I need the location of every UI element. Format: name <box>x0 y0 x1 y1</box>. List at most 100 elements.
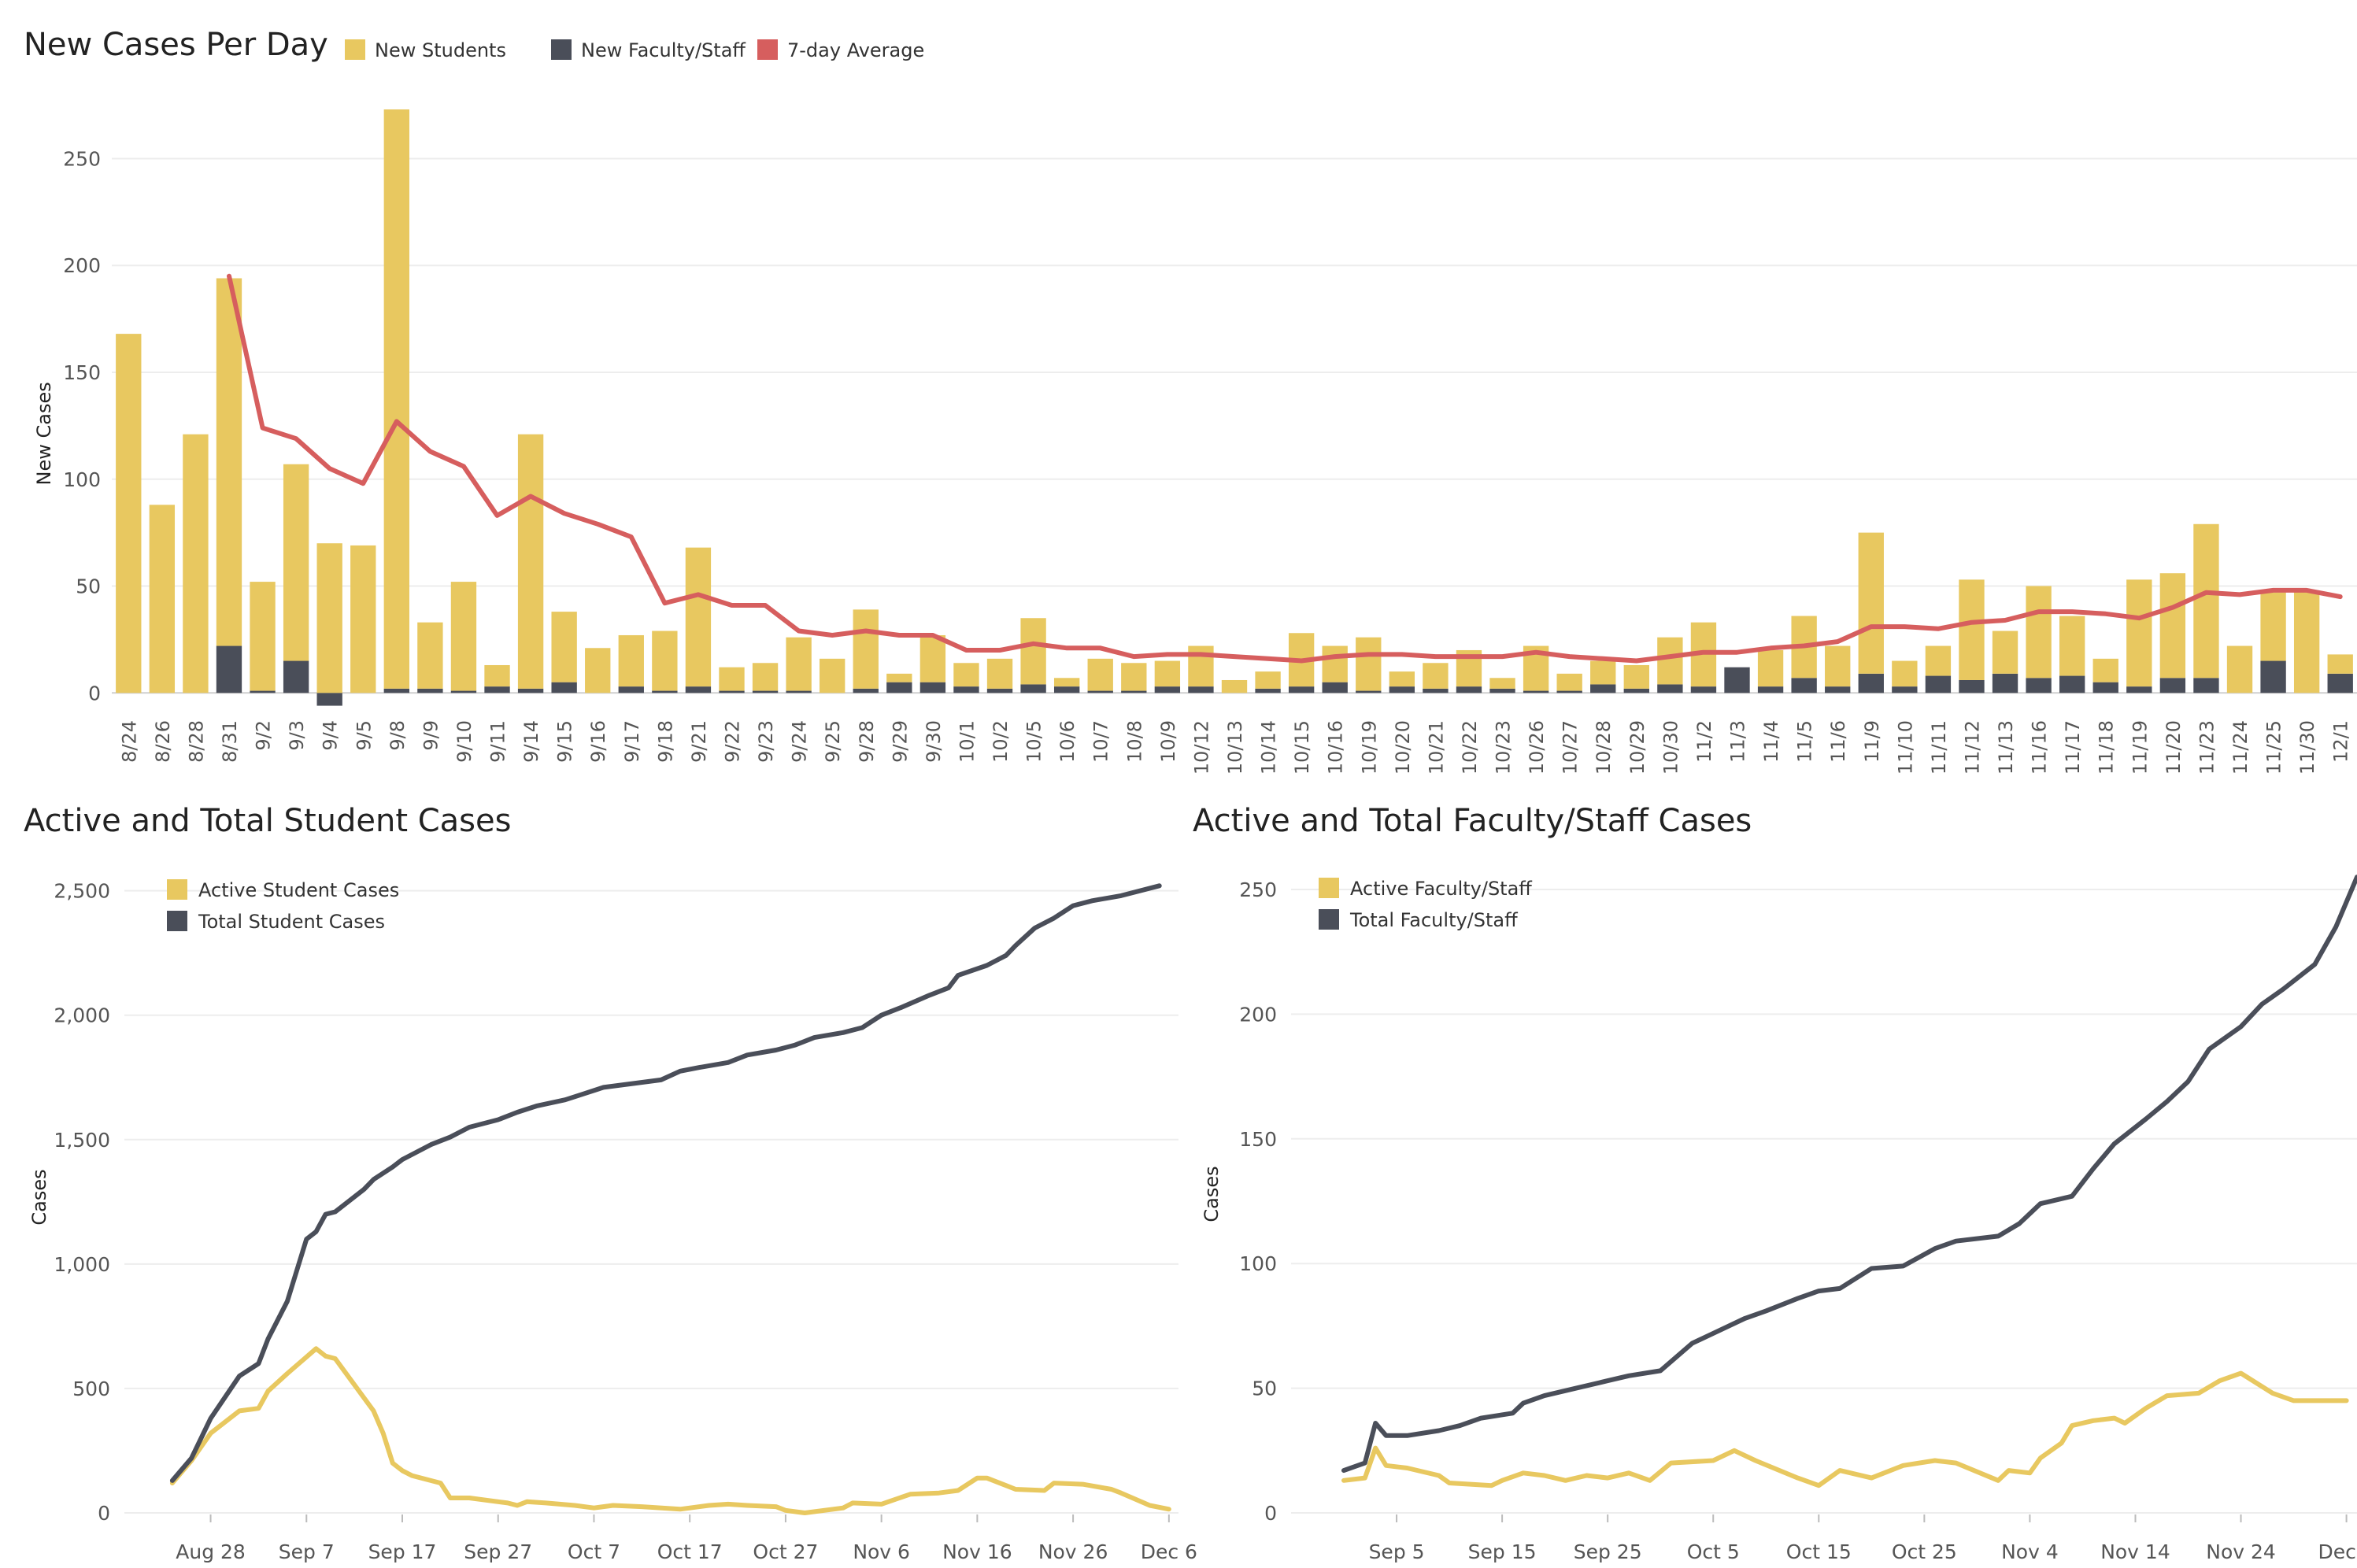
bar-faculty-11-25 <box>2260 660 2286 693</box>
legend-swatch-new-faculty-staff <box>551 39 572 60</box>
x-tick-label: Nov 6 <box>853 1540 910 1563</box>
bar-students-9-25 <box>820 658 845 693</box>
x-tick-label: 11/30 <box>2296 720 2318 775</box>
bar-students-11-9 <box>1858 532 1884 674</box>
bar-faculty-11-20 <box>2159 678 2186 693</box>
x-tick-label: 11/11 <box>1928 720 1950 775</box>
bar-students-9-24 <box>786 637 812 691</box>
bar-students-10-19 <box>1356 637 1382 691</box>
bar-faculty-9-18 <box>652 690 678 693</box>
bar-faculty-10-6 <box>1053 686 1080 693</box>
line-total-faculty-staff <box>1341 875 2357 1474</box>
bar-faculty-9-11 <box>484 686 510 693</box>
x-tick-label: 10/15 <box>1291 720 1313 775</box>
bar-students-10-6 <box>1053 678 1080 687</box>
x-tick-label: Dec 4 <box>2318 1540 2357 1563</box>
y-tick-label: 0 <box>88 682 101 704</box>
x-tick-label: 9/8 <box>387 720 409 751</box>
bar-students-9-14 <box>517 434 544 689</box>
bar-students-9-8 <box>383 109 409 689</box>
faculty-cases-line-chart: 0 50 100 150 200 250 Cases Sep 5 Sep 15 Sep 25 Oct… <box>1201 875 2357 1563</box>
legend-swatch-active-student-cases <box>167 879 187 900</box>
x-tick-label: 10/20 <box>1392 720 1414 775</box>
x-tick-label: 10/22 <box>1459 720 1481 775</box>
x-tick-label: 11/23 <box>2196 720 2218 775</box>
bar-faculty-12-1 <box>2327 673 2353 693</box>
x-tick-label: 9/14 <box>520 720 542 763</box>
x-tick-label: Sep 27 <box>464 1540 532 1563</box>
line-total-student-cases <box>169 883 1162 1483</box>
bar-faculty-10-5 <box>1020 684 1046 693</box>
bar-students-11-24 <box>2226 645 2253 693</box>
y-tick-label: 100 <box>63 468 101 491</box>
y-tick-label: 100 <box>1239 1252 1277 1275</box>
x-tick-label: 9/9 <box>420 720 442 751</box>
bar-faculty-10-28 <box>1590 684 1616 693</box>
bar-students-11-30 <box>2293 590 2320 693</box>
bar-faculty-9-22 <box>719 690 745 693</box>
new-cases-chart-title: New Cases Per Day <box>24 27 328 63</box>
x-tick-label: Sep 17 <box>368 1540 437 1563</box>
bar-faculty-11-5 <box>1791 678 1817 693</box>
bar-students-9-22 <box>719 667 745 691</box>
bar-students-9-15 <box>551 612 577 682</box>
bar-students-8-28 <box>183 434 209 693</box>
x-tick-label: 9/16 <box>587 720 609 763</box>
bar-faculty-9-24 <box>786 690 812 693</box>
bar-faculty-10-30 <box>1657 684 1683 693</box>
bar-students-9-28 <box>853 609 879 689</box>
x-tick-label: 11/4 <box>1760 720 1782 763</box>
x-tick-label: 9/28 <box>856 720 878 763</box>
x-tick-label: Nov 24 <box>2206 1540 2276 1563</box>
bar-students-8-26 <box>149 505 176 693</box>
y-tick-label: 50 <box>76 575 101 598</box>
x-tick-label: 10/8 <box>1123 720 1145 763</box>
bar-students-11-10 <box>1892 660 1918 687</box>
x-tick-label: 10/23 <box>1493 720 1515 775</box>
legend-swatch-active-faculty-staff <box>1319 878 1339 898</box>
x-tick-label: 9/17 <box>621 720 643 763</box>
bar-students-9-9 <box>417 622 443 689</box>
x-tick-label: 11/5 <box>1794 720 1816 763</box>
x-tick-label: 9/23 <box>755 720 777 763</box>
bar-students-9-4 <box>316 543 342 693</box>
x-tick-label: 9/22 <box>721 720 743 763</box>
bar-students-9-17 <box>618 634 644 687</box>
bar-students-11-23 <box>2193 523 2219 679</box>
bar-students-8-31 <box>216 278 242 646</box>
bar-faculty-9-29 <box>886 682 912 693</box>
x-tick-label: 8/26 <box>152 720 174 763</box>
bar-students-10-21 <box>1423 663 1449 689</box>
y-tick-label: 50 <box>1252 1378 1277 1400</box>
bar-faculty-9-15 <box>551 682 577 693</box>
x-tick-label: 11/19 <box>2129 720 2151 775</box>
x-tick-label: 9/24 <box>789 720 811 763</box>
x-tick-label: Oct 17 <box>657 1540 723 1563</box>
y-tick-label: 0 <box>98 1502 110 1525</box>
legend-label-new-students: New Students <box>375 39 506 61</box>
x-tick-label: 10/13 <box>1224 720 1246 775</box>
bar-faculty-9-3 <box>283 660 309 693</box>
y-axis-label: New Cases <box>33 382 55 485</box>
bar-students-10-1 <box>953 663 979 687</box>
x-tick-label: 9/21 <box>688 720 710 763</box>
x-tick-label: 11/10 <box>1894 720 1916 775</box>
bar-students-10-27 <box>1556 673 1582 691</box>
bar-students-9-10 <box>450 582 477 691</box>
x-tick-label: 8/28 <box>185 720 207 763</box>
bar-students-11-18 <box>2092 658 2118 682</box>
seven-day-average-line <box>227 273 2343 664</box>
x-tick-label: 12/1 <box>2330 720 2352 763</box>
x-tick-label: Sep 15 <box>1468 1540 1537 1563</box>
x-tick-label: 9/25 <box>822 720 844 763</box>
y-tick-label: 250 <box>1239 878 1277 901</box>
bar-students-8-24 <box>116 334 142 693</box>
x-tick-label: 11/13 <box>1995 720 2017 775</box>
bar-faculty-11-4 <box>1757 686 1784 693</box>
bar-faculty-9-23 <box>752 690 779 693</box>
y-tick-label: 150 <box>1239 1128 1277 1151</box>
bar-faculty-10-20 <box>1389 686 1415 693</box>
bar-students-10-7 <box>1087 658 1113 691</box>
x-tick-label: 9/3 <box>286 720 308 751</box>
x-tick-label: 11/25 <box>2263 720 2285 775</box>
